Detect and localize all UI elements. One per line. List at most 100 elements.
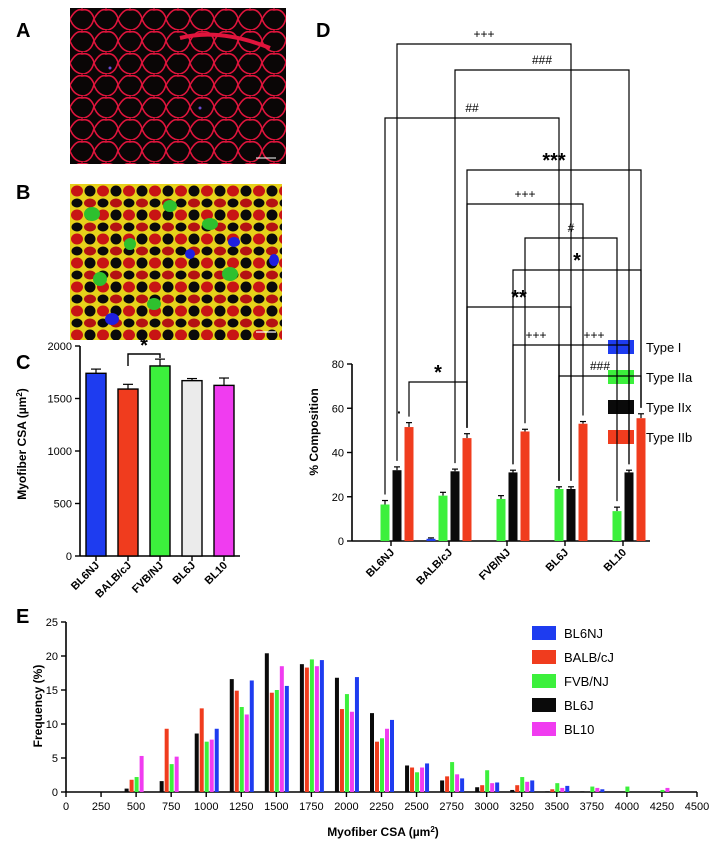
chart-e-ylabel: Frequency (%) <box>31 665 45 748</box>
bar-bl10 <box>525 781 530 792</box>
x-tick-label: 1250 <box>229 801 253 813</box>
bar-fvbnj <box>590 786 595 792</box>
x-tick-label: 0 <box>63 801 69 813</box>
bar-bl6nj <box>425 763 430 792</box>
significance-label: ** <box>511 287 527 309</box>
micrograph-fiber-type <box>70 184 282 340</box>
bar-balbcj <box>304 667 309 792</box>
significance-label: ### <box>590 359 610 373</box>
bar-bl10 <box>490 783 495 792</box>
bar-type-iib <box>520 431 530 541</box>
bar-bl6nj <box>460 778 465 792</box>
legend-label: BL6NJ <box>564 626 603 641</box>
significance-label: * <box>140 340 148 357</box>
bar-bl6nj <box>214 728 219 792</box>
bar-balbcj <box>117 388 139 557</box>
bar-balbcj <box>515 785 520 792</box>
bar-bl6nj <box>319 660 324 792</box>
x-tick-label: 3000 <box>474 801 498 813</box>
bar-bl6nj <box>530 780 535 792</box>
bar-type-i <box>426 538 436 541</box>
bar-type-iia <box>496 498 506 541</box>
y-tick-label: 500 <box>54 499 72 511</box>
bar-fvbnj <box>309 659 314 792</box>
bar-balbcj <box>480 785 485 792</box>
bar-bl10 <box>455 774 460 792</box>
bar-bl6j <box>299 664 304 792</box>
x-tick-label: FVB/NJ <box>130 560 166 596</box>
bar-bl6nj <box>495 782 500 792</box>
legend-swatch <box>532 650 556 664</box>
bar-fvbnj <box>149 365 171 557</box>
bar-bl10 <box>244 714 249 792</box>
bar-balbcj <box>129 779 134 792</box>
bar-bl10 <box>209 739 214 792</box>
x-tick-label: 2750 <box>439 801 463 813</box>
bar-fvbnj <box>204 741 209 792</box>
bar-fvbnj <box>660 789 665 792</box>
bar-balbcj <box>234 690 239 792</box>
y-tick-label: 40 <box>332 448 344 460</box>
bar-bl6nj <box>284 685 289 792</box>
legend-label: Type I <box>646 340 681 355</box>
significance-label: +++ <box>514 187 535 201</box>
bar-bl6nj <box>249 680 254 792</box>
nucleus-dot <box>108 66 112 70</box>
chart-e-xlabel: Myofiber CSA (µm2) <box>327 825 439 839</box>
bar-bl6nj <box>354 677 359 792</box>
x-tick-label: 500 <box>127 801 145 813</box>
legend-label: Type IIa <box>646 370 693 385</box>
bar-bl6j <box>159 781 164 792</box>
chart-c-ylabel: Myofiber CSA (µm2) <box>15 388 29 500</box>
significance-label: *** <box>542 150 566 172</box>
significance-bracket <box>408 381 468 428</box>
bar-fvbnj <box>625 786 630 792</box>
bar-fvbnj <box>169 764 174 792</box>
legend-swatch <box>608 340 634 354</box>
significance-bracket <box>396 43 572 481</box>
bar-balbcj <box>375 741 379 792</box>
significance-bracket <box>466 169 642 428</box>
y-tick-label: 60 <box>332 403 344 415</box>
bar-type-iia <box>380 504 390 541</box>
x-tick-label: 4500 <box>685 801 709 813</box>
x-tick-label: 4250 <box>650 801 674 813</box>
bar-bl6j <box>181 379 203 557</box>
bar-bl6j <box>264 653 269 792</box>
legend-label: BL10 <box>564 722 594 737</box>
bar-bl10 <box>349 711 354 792</box>
bar-fvbnj <box>344 694 349 792</box>
membrane-streak <box>179 32 271 50</box>
bar-bl10 <box>385 728 389 792</box>
bar-bl6j <box>229 679 234 792</box>
x-tick-label: 1000 <box>194 801 218 813</box>
significance-label: +++ <box>473 27 494 41</box>
legend-label: FVB/NJ <box>564 674 609 689</box>
bar-bl6j <box>370 713 374 792</box>
bar-balbcj <box>550 789 555 792</box>
x-tick-label: 1500 <box>264 801 288 813</box>
x-tick-label: 2000 <box>334 801 358 813</box>
bar-bl6j <box>545 791 550 792</box>
bar-type-iix <box>450 471 460 541</box>
bar-balbcj <box>269 692 274 792</box>
bar-bl10 <box>174 756 179 792</box>
chart-myofiber-csa: Myofiber CSA (µm2) 0500100015002000BL6NJ… <box>15 340 240 600</box>
bar-bl10 <box>314 666 319 792</box>
legend-label: BL6J <box>564 698 594 713</box>
type-IIa-fibers <box>84 200 238 310</box>
bar-bl6j <box>580 791 585 792</box>
significance-bracket <box>558 375 642 481</box>
bar-type-iix <box>566 489 576 541</box>
bar-fvbnj <box>415 772 420 792</box>
y-tick-label: 5 <box>52 753 58 765</box>
y-tick-label: 2000 <box>48 341 72 353</box>
legend-swatch <box>532 722 556 736</box>
y-tick-label: 1500 <box>48 394 72 406</box>
y-tick-label: 1000 <box>48 446 72 458</box>
bar-type-iib <box>462 438 472 541</box>
bar-type-iix <box>624 472 634 541</box>
bar-bl6j <box>440 780 445 792</box>
significance-label: +++ <box>525 328 546 342</box>
legend-swatch <box>532 674 556 688</box>
